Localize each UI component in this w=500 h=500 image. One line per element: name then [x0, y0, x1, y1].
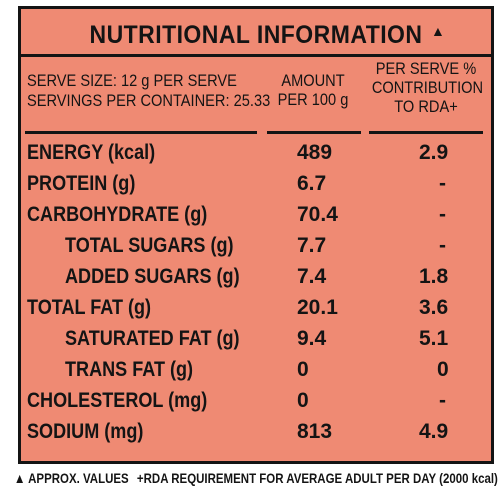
rda-header-line2: CONTRIBUTION [371, 78, 484, 97]
nutrient-name: TOTAL SUGARS (g) [65, 234, 234, 257]
nutrient-amount-per-100g: 20.1 [297, 296, 338, 319]
approx-triangle-icon: ▲ [431, 23, 445, 39]
nutrient-rda-percent: 3.6 [419, 296, 449, 319]
amount-header-line2: PER 100 g [277, 90, 349, 109]
nutrient-rda-percent: - [439, 389, 446, 412]
nutrient-row: TOTAL FAT (g) 20.1 3.6 [21, 294, 491, 322]
nutrient-row: ADDED SUGARS (g) 7.4 1.8 [21, 263, 491, 291]
title-divider [21, 54, 491, 57]
nutrient-row: SATURATED FAT (g) 9.4 5.1 [21, 325, 491, 353]
nutrient-rda-percent: 0 [437, 358, 449, 381]
serve-size-text: SERVE SIZE: 12 g PER SERVE [27, 71, 237, 90]
nutrient-name: CARBOHYDRATE (g) [27, 203, 208, 226]
nutrient-row: TRANS FAT (g) 0 0 [21, 356, 491, 384]
nutrient-row: SODIUM (mg) 813 4.9 [21, 418, 491, 446]
nutrient-row: PROTEIN (g) 6.7 - [21, 170, 491, 198]
rda-header: PER SERVE % CONTRIBUTION TO RDA+ [371, 59, 484, 116]
nutrient-rda-percent: 2.9 [419, 141, 449, 164]
nutrient-amount-per-100g: 7.7 [297, 234, 327, 257]
nutrient-rda-percent: 1.8 [419, 265, 449, 288]
nutrient-row: TOTAL SUGARS (g) 7.7 - [21, 232, 491, 260]
nutrient-amount-per-100g: 489 [297, 141, 333, 164]
nutrition-label-panel: NUTRITIONAL INFORMATION ▲ SERVE SIZE: 12… [18, 6, 494, 464]
nutrient-rda-percent: 4.9 [419, 420, 449, 443]
nutrient-name: CHOLESTEROL (mg) [27, 389, 208, 412]
nutrient-amount-per-100g: 0 [297, 358, 309, 381]
nutrient-amount-per-100g: 0 [297, 389, 309, 412]
nutrient-name: TRANS FAT (g) [65, 358, 194, 381]
header-underline-serve [25, 131, 257, 134]
nutrient-amount-per-100g: 6.7 [297, 172, 327, 195]
nutrient-name: SODIUM (mg) [27, 420, 144, 443]
nutrient-row: CARBOHYDRATE (g) 70.4 - [21, 201, 491, 229]
nutrient-amount-per-100g: 9.4 [297, 327, 327, 350]
servings-per-container-text: SERVINGS PER CONTAINER: 25.33 [27, 91, 271, 110]
nutrient-row: CHOLESTEROL (mg) 0 - [21, 387, 491, 415]
amount-header-line1: AMOUNT [281, 71, 345, 90]
nutrient-name: SATURATED FAT (g) [65, 327, 240, 350]
nutrient-name: ENERGY (kcal) [27, 141, 156, 164]
nutrient-row: ENERGY (kcal) 489 2.9 [21, 139, 491, 167]
amount-header: AMOUNT PER 100 g [272, 71, 355, 109]
nutrient-amount-per-100g: 813 [297, 420, 333, 443]
footnote: ▲ APPROX. VALUES +RDA REQUIREMENT FOR AVE… [14, 470, 498, 486]
nutrient-name: PROTEIN (g) [27, 172, 136, 195]
rda-header-line3: TO RDA+ [394, 97, 458, 116]
nutrient-rda-percent: - [439, 234, 446, 257]
nutrient-amount-per-100g: 70.4 [297, 203, 338, 226]
nutrient-rda-percent: - [439, 172, 446, 195]
nutrient-name: ADDED SUGARS (g) [65, 265, 240, 288]
footnote-rda-requirement: +RDA REQUIREMENT FOR AVERAGE ADULT PER D… [136, 470, 498, 486]
header-underline-amount [267, 131, 361, 134]
nutrient-rda-percent: - [439, 203, 446, 226]
header-underline-rda [369, 131, 483, 134]
nutrient-name: TOTAL FAT (g) [27, 296, 152, 319]
label-title: NUTRITIONAL INFORMATION [89, 21, 423, 49]
footnote-approx-values: ▲ APPROX. VALUES [14, 470, 129, 486]
rda-header-line1: PER SERVE % [375, 59, 477, 78]
nutrient-amount-per-100g: 7.4 [297, 265, 327, 288]
nutrient-rda-percent: 5.1 [419, 327, 449, 350]
